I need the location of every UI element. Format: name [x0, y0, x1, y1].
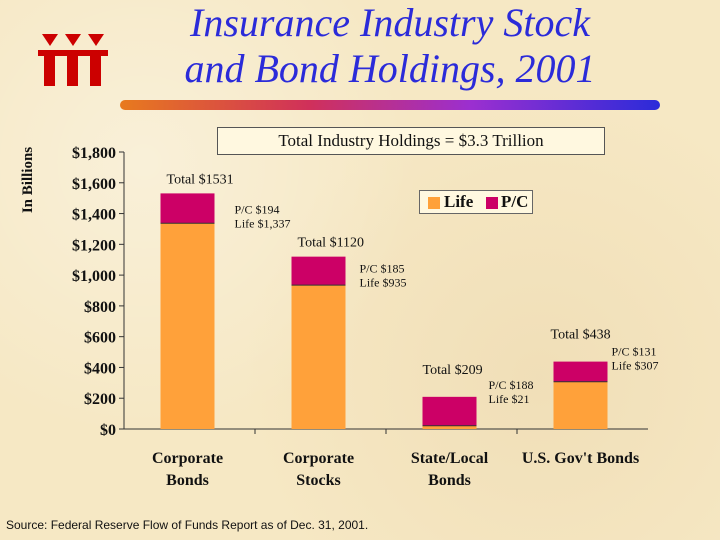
annotation-life: Life $307 [612, 359, 659, 373]
annotation-pc: P/C $185 [360, 262, 405, 276]
y-tick-label: $400 [84, 360, 116, 377]
category-label: U.S. Gov't Bonds [522, 450, 639, 467]
legend-label-pc: P/C [501, 192, 529, 211]
annotation-life: Life $1,337 [235, 216, 291, 230]
y-tick-label: $200 [84, 391, 116, 408]
annotation-total: Total $209 [423, 363, 483, 378]
annotation-pc: P/C $131 [612, 345, 657, 359]
annotation-life: Life $21 [489, 392, 530, 406]
title-line-2: and Bond Holdings, 2001 [184, 46, 596, 91]
legend-label-life: Life [444, 192, 474, 211]
legend: Life P/C [419, 190, 533, 214]
bar-pc [422, 396, 477, 426]
bar-life [422, 425, 477, 429]
bar-pc [160, 193, 215, 224]
bar-life [553, 381, 608, 429]
annotation-total: Total $438 [551, 328, 611, 343]
annotation-total: Total $1120 [298, 236, 365, 251]
category-label: State/Local [411, 450, 489, 467]
legend-swatch-pc [486, 197, 498, 209]
legend-swatch-life [428, 197, 440, 209]
y-tick-label: $800 [84, 299, 116, 316]
y-tick-label: $1,200 [72, 237, 116, 254]
bar-pc [553, 361, 608, 382]
y-tick-label: $1,400 [72, 207, 116, 224]
title-divider [120, 100, 660, 110]
y-tick-label: $1,000 [72, 268, 116, 285]
page-title: Insurance Industry Stock and Bond Holdin… [120, 0, 660, 92]
annotation-total: Total $1531 [167, 172, 234, 187]
category-label: Corporate [283, 450, 354, 467]
bar-life [291, 285, 346, 429]
y-tick-label: $600 [84, 330, 116, 347]
source-note: Source: Federal Reserve Flow of Funds Re… [6, 518, 369, 532]
bar-life [160, 223, 215, 429]
category-label: Stocks [296, 472, 340, 489]
annotation-life: Life $935 [360, 276, 407, 290]
subtitle: Total Industry Holdings = $3.3 Trillion [278, 131, 544, 150]
annotation-pc: P/C $188 [489, 378, 534, 392]
annotation-pc: P/C $194 [235, 202, 280, 216]
category-label: Bonds [166, 472, 209, 489]
iii-logo-icon [38, 34, 108, 86]
y-tick-label: $1,600 [72, 176, 116, 193]
y-tick-label: $0 [100, 422, 116, 439]
y-tick-label: $1,800 [72, 145, 116, 162]
subtitle-box: Total Industry Holdings = $3.3 Trillion [217, 127, 605, 155]
title-line-1: Insurance Industry Stock [190, 0, 590, 45]
category-label: Bonds [428, 472, 471, 489]
bar-pc [291, 256, 346, 286]
category-label: Corporate [152, 450, 223, 467]
